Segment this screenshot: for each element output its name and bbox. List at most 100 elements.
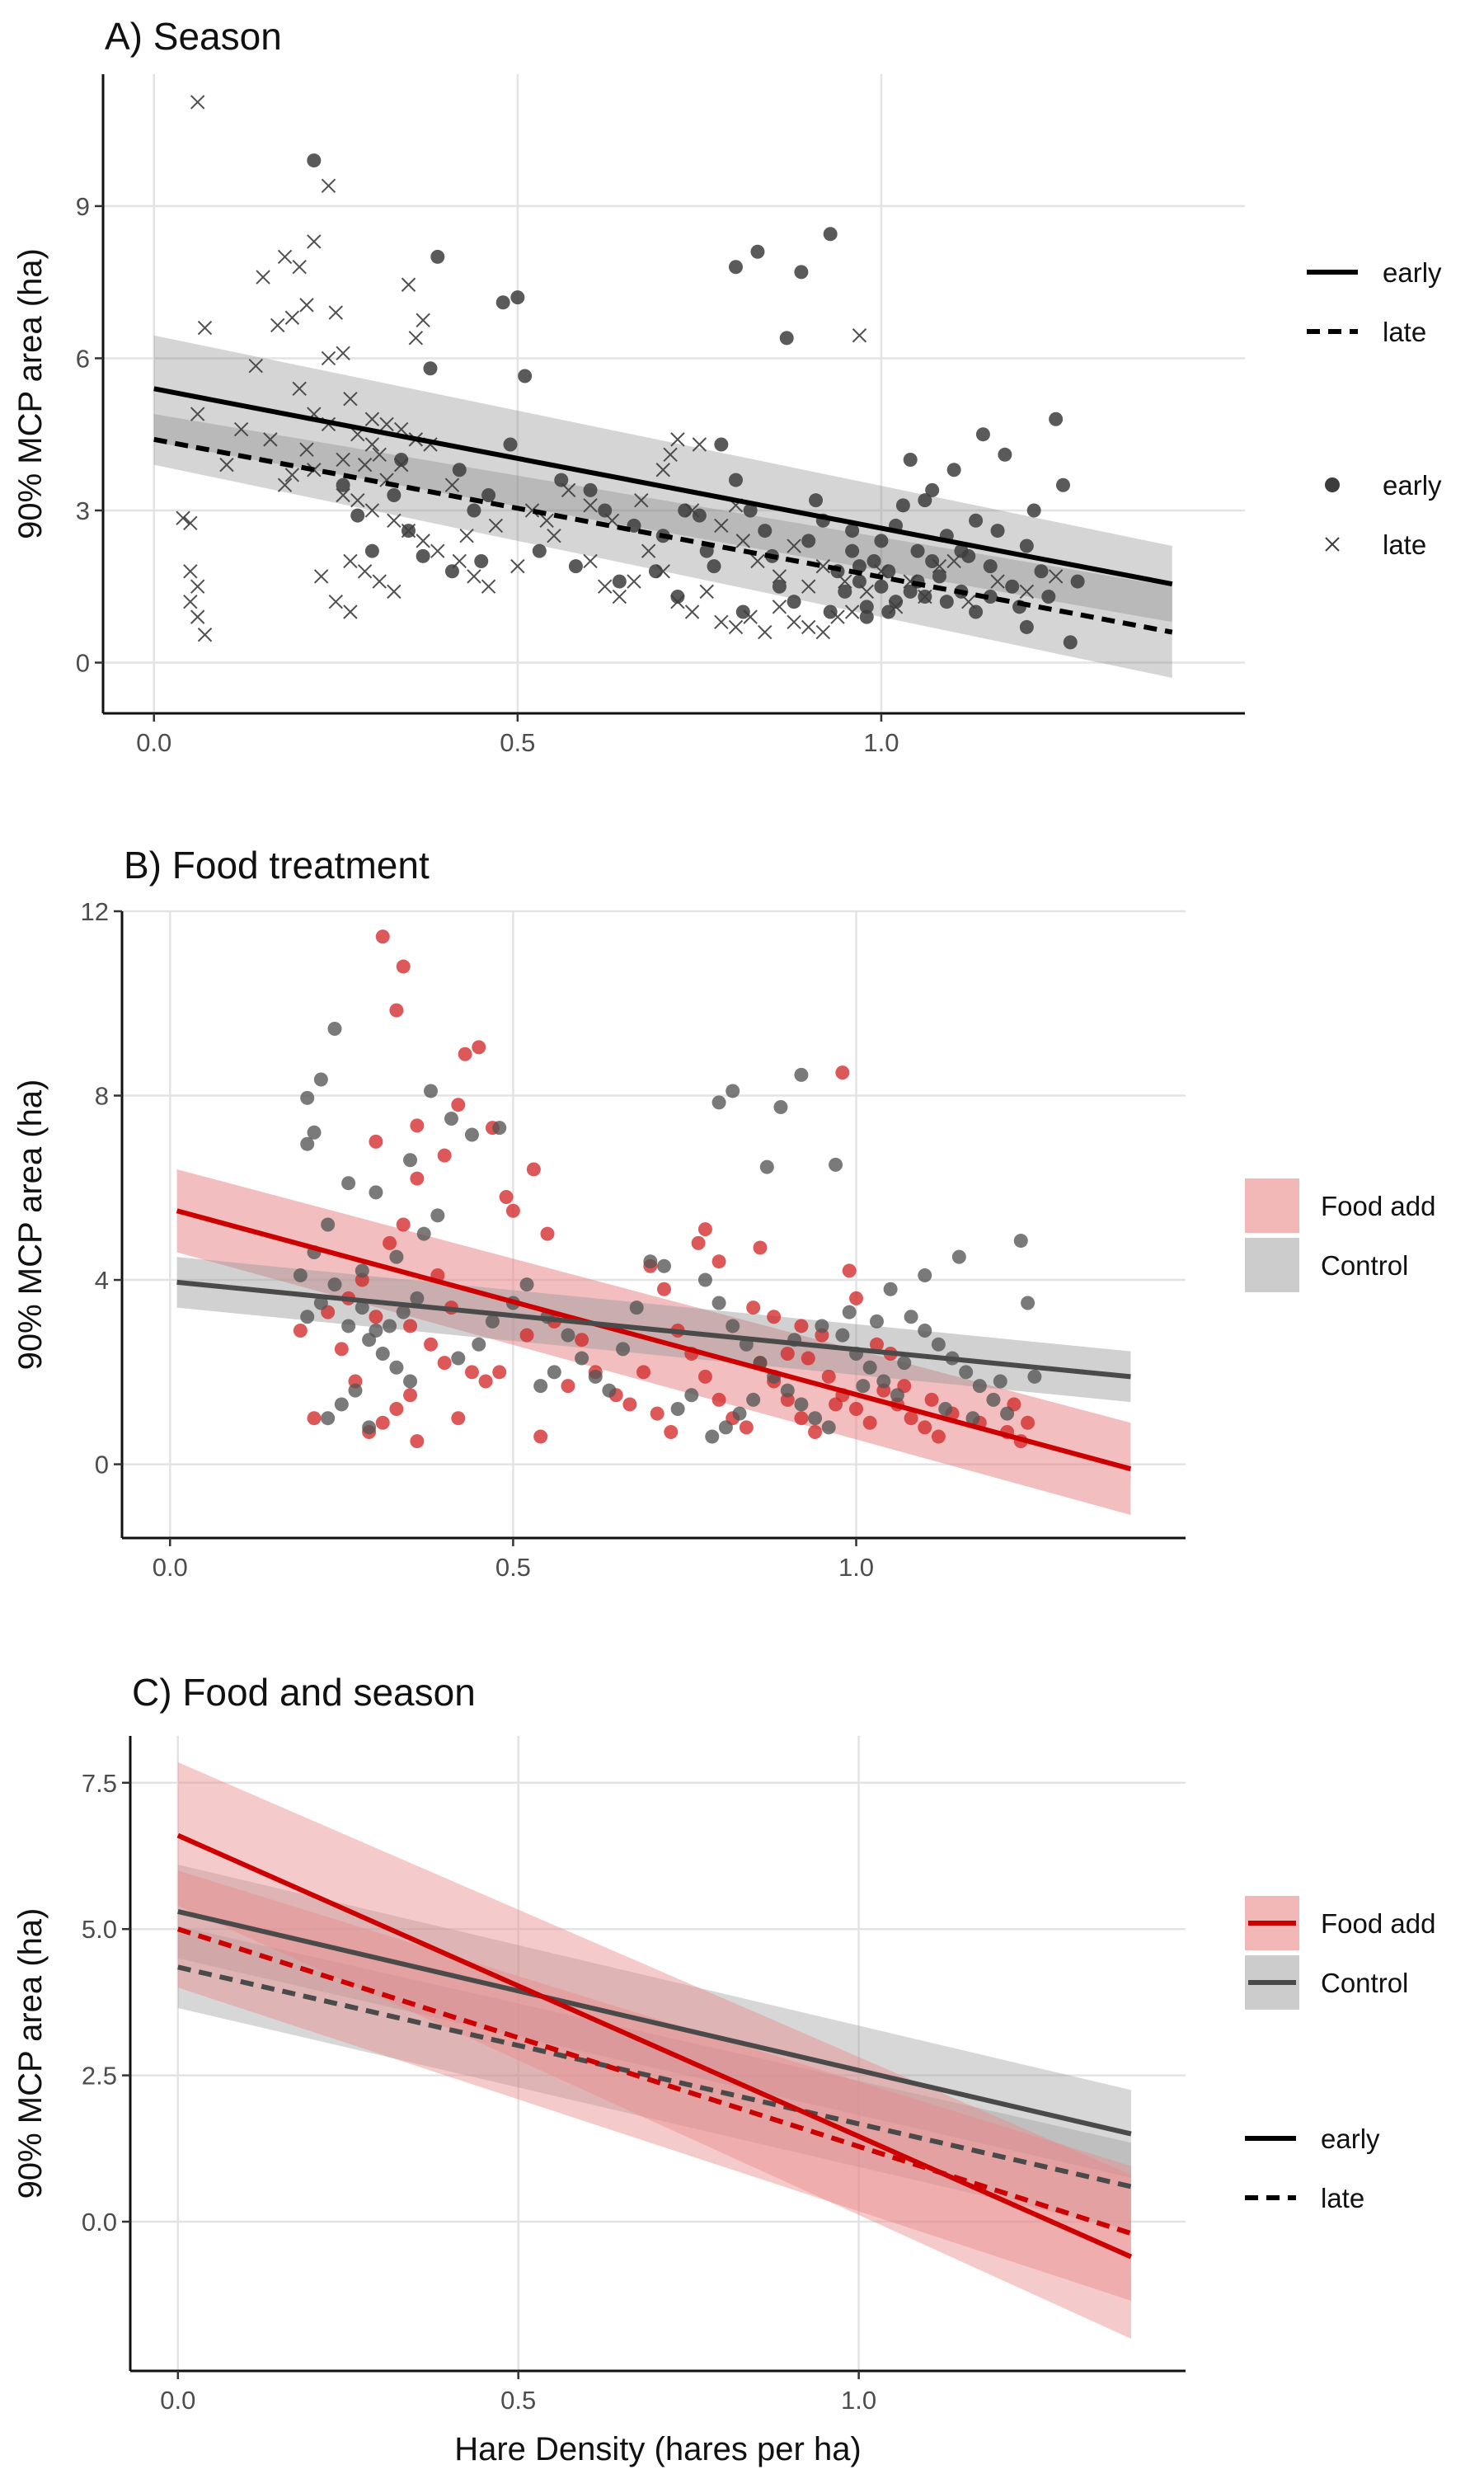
data-point bbox=[321, 1217, 336, 1232]
fit-line bbox=[176, 1279, 1131, 1380]
data-point bbox=[627, 574, 641, 589]
data-point bbox=[746, 1392, 761, 1407]
data-point bbox=[983, 590, 998, 604]
data-point bbox=[410, 1434, 425, 1449]
data-point bbox=[394, 452, 409, 467]
data-point bbox=[369, 1324, 383, 1338]
data-point bbox=[472, 1040, 486, 1055]
data-point bbox=[364, 412, 380, 426]
data-point bbox=[307, 1411, 322, 1426]
panel-A: 0.0 0.5 1.0 0 3 6 9 A) Season 90% MCP area (ha) e… bbox=[12, 15, 1442, 757]
y-tick-label: 9 bbox=[76, 192, 90, 221]
data-point bbox=[408, 331, 424, 346]
data-point bbox=[1048, 569, 1064, 584]
data-point bbox=[383, 1319, 397, 1333]
data-point bbox=[794, 1397, 809, 1412]
data-point bbox=[946, 553, 961, 569]
data-point bbox=[946, 463, 961, 477]
data-point bbox=[889, 595, 904, 609]
y-tick-label: 2.5 bbox=[82, 2062, 117, 2091]
data-point bbox=[334, 1397, 349, 1412]
panel-title: B) Food treatment bbox=[124, 844, 430, 887]
fit-line bbox=[153, 386, 1173, 587]
y-tick-label: 5.0 bbox=[82, 1915, 117, 1944]
data-point bbox=[464, 1127, 479, 1142]
data-point bbox=[458, 1047, 472, 1061]
data-point bbox=[670, 432, 685, 447]
data-point bbox=[561, 1379, 575, 1394]
data-point bbox=[743, 609, 758, 624]
data-point bbox=[401, 277, 416, 292]
data-point bbox=[375, 1415, 390, 1430]
data-point bbox=[903, 452, 918, 467]
data-point bbox=[629, 1300, 644, 1315]
data-point bbox=[389, 1003, 404, 1018]
data-point bbox=[343, 553, 358, 569]
data-point bbox=[856, 1379, 871, 1394]
data-point bbox=[343, 391, 358, 407]
data-point bbox=[369, 1185, 383, 1200]
data-point bbox=[972, 1379, 987, 1394]
data-point bbox=[430, 249, 445, 264]
data-point bbox=[336, 477, 350, 492]
data-point bbox=[699, 584, 714, 600]
legend-label: early bbox=[1383, 257, 1442, 288]
data-point bbox=[641, 543, 656, 558]
data-point bbox=[835, 1065, 850, 1080]
legend-label: late bbox=[1383, 529, 1426, 560]
panel-B: 0.0 0.5 1.0 0 4 8 12 B) Food treatment 90% MCP a… bbox=[12, 844, 1435, 1582]
data-point bbox=[823, 227, 838, 242]
legend-label: Food add bbox=[1321, 1908, 1435, 1939]
data-point bbox=[739, 1420, 754, 1435]
data-point bbox=[410, 1118, 425, 1133]
data-point bbox=[299, 442, 314, 457]
x-tick-label: 1.0 bbox=[841, 2386, 876, 2415]
data-point bbox=[845, 543, 860, 558]
data-point bbox=[561, 1328, 575, 1343]
data-point bbox=[707, 559, 721, 574]
data-point bbox=[369, 1310, 383, 1324]
data-point bbox=[866, 553, 881, 568]
data-point bbox=[959, 1365, 974, 1380]
data-point bbox=[190, 609, 205, 624]
data-point bbox=[801, 579, 816, 594]
data-point bbox=[746, 1300, 761, 1315]
data-point bbox=[699, 543, 714, 558]
data-point bbox=[416, 1226, 431, 1241]
data-point bbox=[401, 523, 416, 539]
data-point bbox=[726, 1319, 740, 1333]
data-point bbox=[830, 609, 845, 624]
data-point bbox=[519, 1277, 534, 1292]
y-axis-title: 90% MCP area (ha) bbox=[12, 1079, 49, 1371]
data-point bbox=[299, 298, 314, 313]
data-point bbox=[787, 595, 801, 609]
data-point bbox=[495, 295, 510, 310]
data-point bbox=[389, 1360, 404, 1375]
data-point bbox=[951, 1249, 966, 1264]
data-point bbox=[1019, 539, 1034, 553]
data-point bbox=[753, 1240, 768, 1255]
data-point bbox=[307, 1125, 322, 1140]
data-point bbox=[808, 1411, 823, 1426]
data-point bbox=[568, 559, 583, 574]
data-point bbox=[526, 1162, 541, 1177]
x-tick-label: 0.5 bbox=[500, 728, 535, 757]
y-tick-label: 8 bbox=[95, 1082, 109, 1111]
data-point bbox=[1021, 1296, 1036, 1310]
data-point bbox=[451, 1098, 466, 1112]
data-point bbox=[583, 482, 598, 497]
data-point bbox=[678, 503, 693, 518]
data-point bbox=[750, 244, 765, 259]
data-point bbox=[815, 624, 831, 640]
data-point bbox=[190, 95, 205, 110]
data-point bbox=[655, 463, 670, 477]
data-point bbox=[292, 260, 307, 275]
data-point bbox=[423, 361, 438, 376]
data-point bbox=[503, 437, 518, 452]
data-point bbox=[823, 604, 838, 619]
data-point bbox=[292, 381, 307, 397]
data-point bbox=[883, 1282, 898, 1296]
data-point bbox=[1034, 564, 1049, 579]
data-point bbox=[735, 604, 750, 619]
data-point bbox=[924, 1392, 939, 1407]
